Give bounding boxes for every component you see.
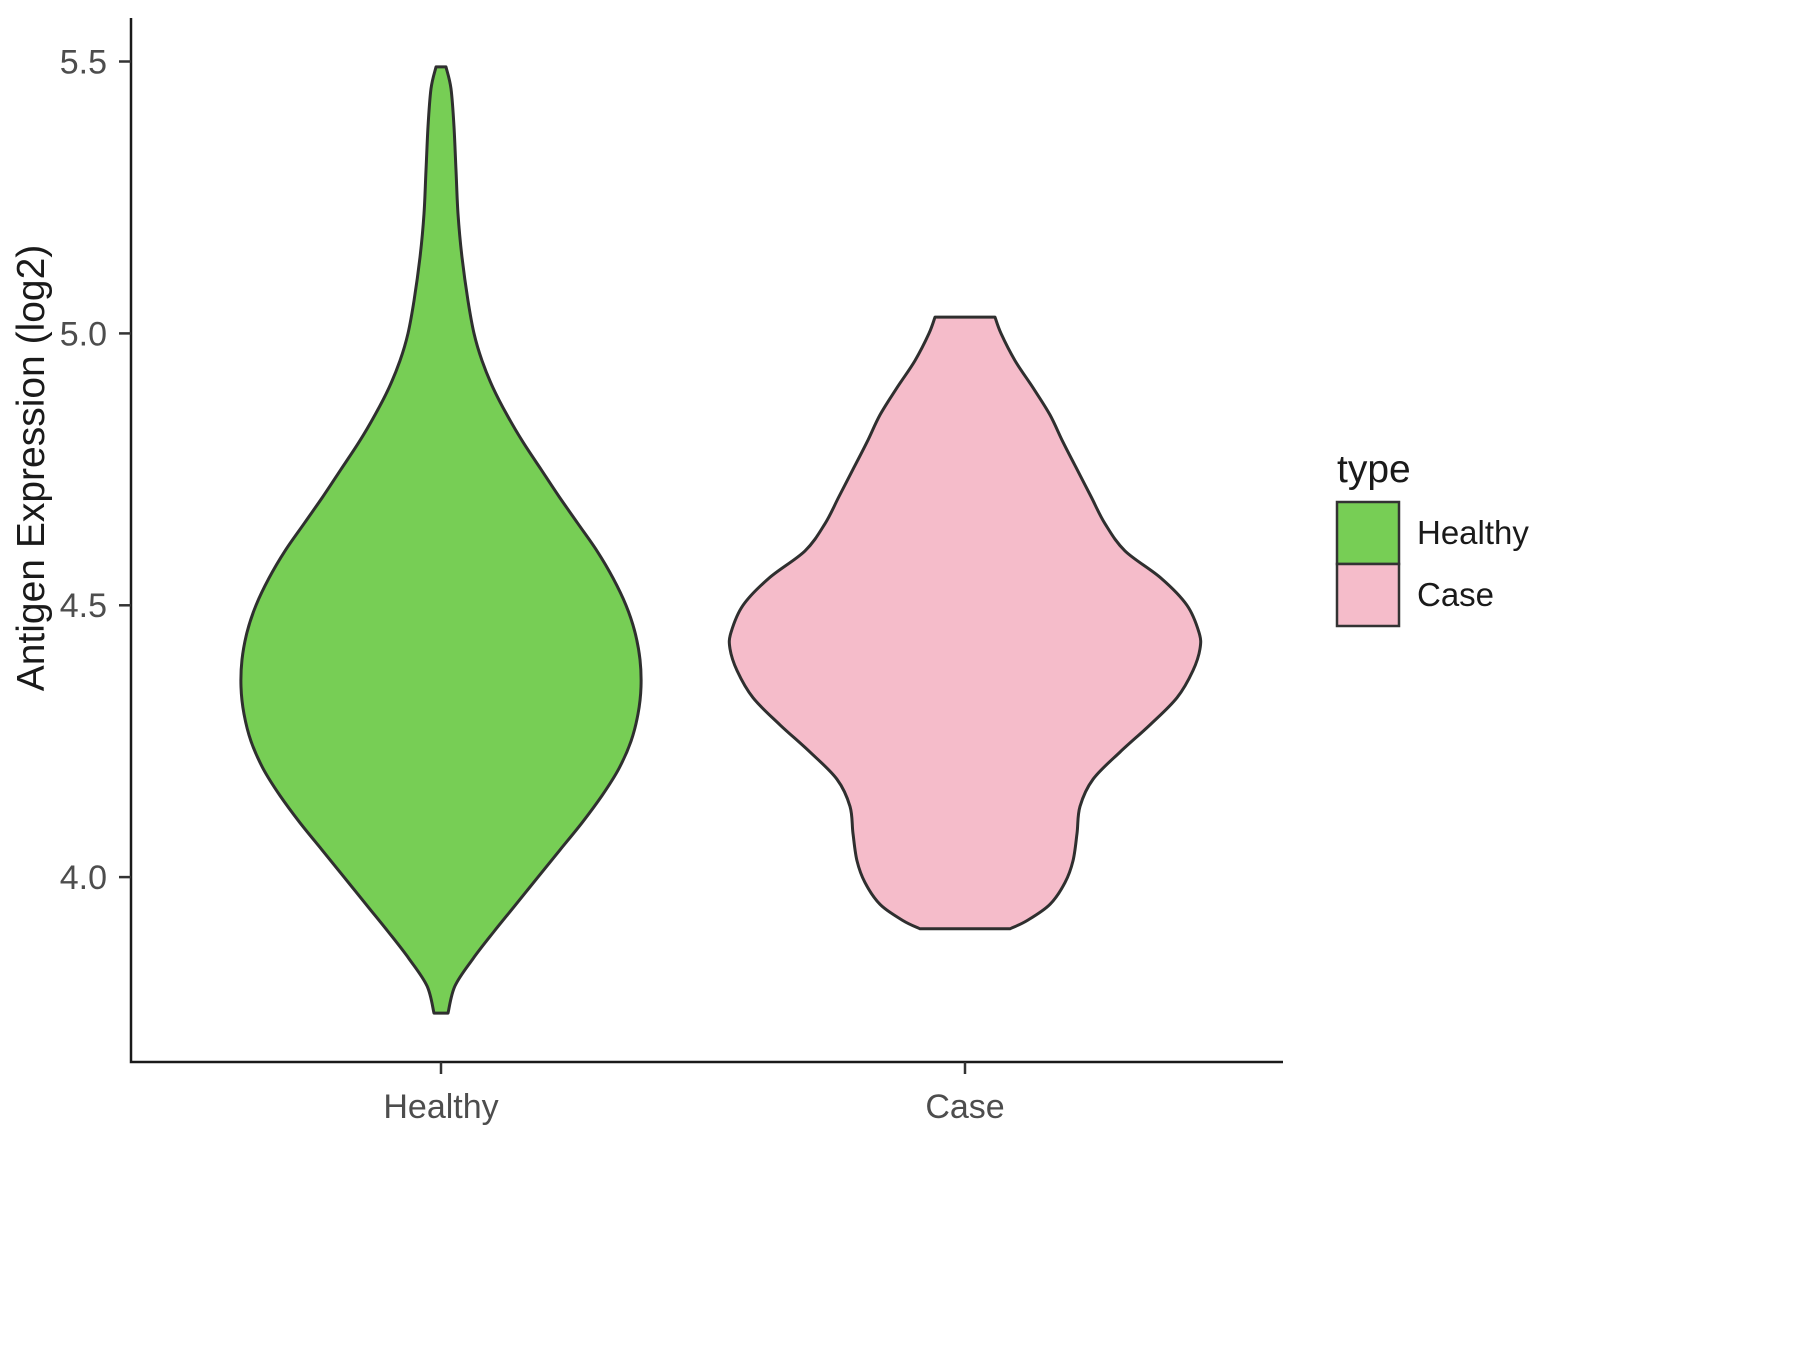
axes-layer: 4.0 4.5 5.0 5.5 Healthy Case bbox=[60, 18, 1283, 1126]
violin-healthy bbox=[239, 65, 643, 1015]
y-tick-label: 4.5 bbox=[60, 587, 107, 625]
y-tick-label: 4.0 bbox=[60, 859, 107, 897]
x-category-label: Case bbox=[925, 1088, 1004, 1126]
legend-title: type bbox=[1337, 448, 1411, 491]
legend-key-case bbox=[1335, 562, 1401, 628]
y-tick-label: 5.5 bbox=[60, 43, 107, 81]
violins-layer bbox=[239, 65, 1203, 1015]
axis-lines bbox=[129, 18, 1283, 1064]
y-axis-title: Antigen Expression (log2) bbox=[10, 245, 53, 692]
legend-label-case: Case bbox=[1417, 576, 1494, 613]
legend: type Healthy Case bbox=[1335, 448, 1529, 628]
legend-label-healthy: Healthy bbox=[1417, 514, 1529, 551]
violin-case bbox=[727, 315, 1203, 931]
legend-key-healthy bbox=[1335, 500, 1401, 566]
y-tick-label: 5.0 bbox=[60, 315, 107, 353]
x-category-label: Healthy bbox=[383, 1088, 498, 1126]
